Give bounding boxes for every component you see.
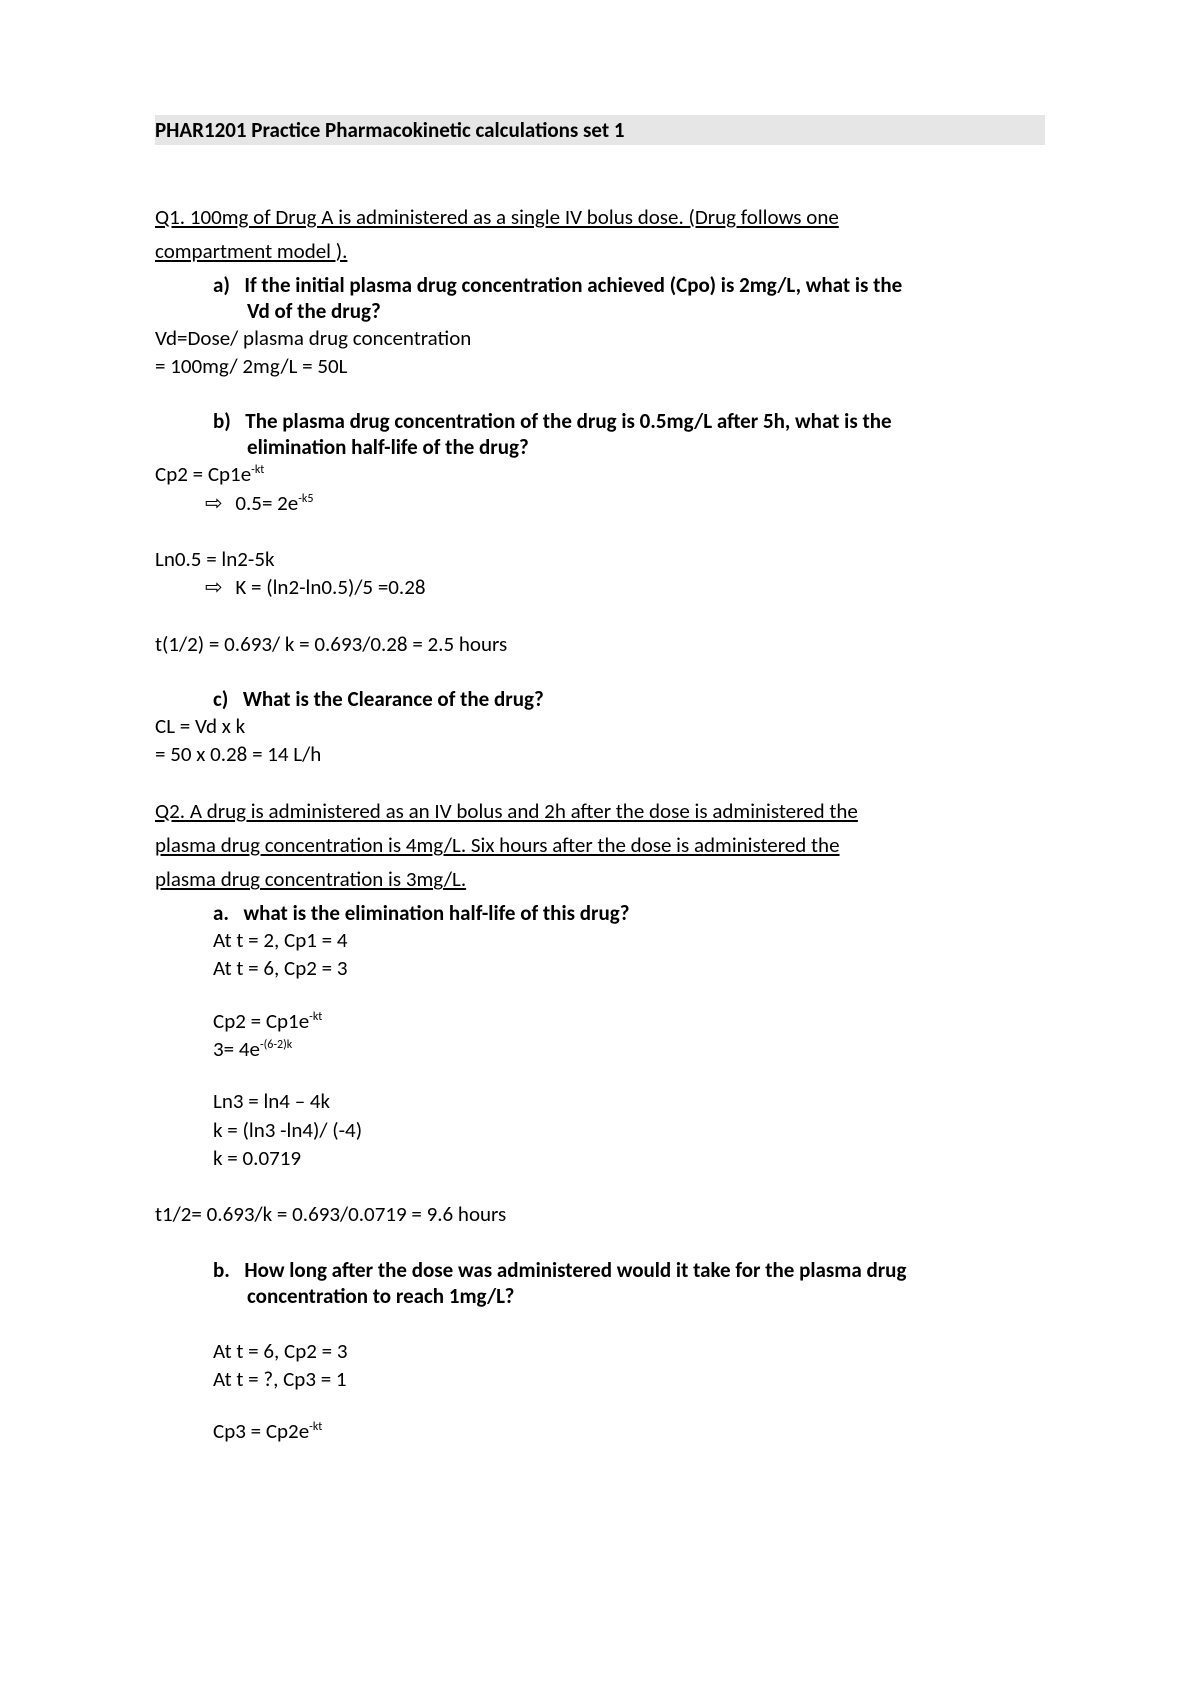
q2b-label: b. [213,1257,230,1283]
q2a-eq2: 3= 4e-(6-2)k [155,1035,1045,1063]
q2b-eq1-sup: -kt [309,1420,322,1434]
q1c-label: c) [213,686,228,712]
q2a-label: a. [213,900,229,926]
q2a-eq2-pre: 3= 4e [213,1036,260,1062]
q1c-sol1: CL = Vd x k [155,712,1045,740]
q1a-sol2: = 100mg/ 2mg/L = 50L [155,352,1045,380]
q1c-sol2: = 50 x 0.28 = 14 L/h [155,740,1045,768]
q1b-label: b) [213,408,231,434]
arrow-icon: ⇨ [205,574,231,600]
q1b-eq2-sup: -k5 [298,492,313,506]
q1b: b) The plasma drug concentration of the … [155,408,1045,460]
q2b-eq1: Cp3 = Cp2e-kt [155,1417,1045,1445]
q2b: b. How long after the dose was administe… [155,1257,1045,1309]
q2-heading-line2: plasma drug concentration is 4mg/L. Six … [155,831,1045,859]
q1b-eq2-line: ⇨ 0.5= 2e-k5 [155,489,1045,517]
q1a-sol1: Vd=Dose/ plasma drug concentration [155,324,1045,352]
q1b-eq3: Ln0.5 = ln2-5k [155,545,1045,573]
q1-heading-line1: Q1. 100mg of Drug A is administered as a… [155,203,1045,231]
q1a-text1: If the initial plasma drug concentration… [244,272,902,298]
q2b-l2: At t = ?, Cp3 = 1 [155,1365,1045,1393]
q1b-eq1-sup: -kt [251,463,264,477]
q2-heading-line1: Q2. A drug is administered as an IV bolu… [155,797,1045,825]
q2a-l3: Ln3 = ln4 – 4k [155,1087,1045,1115]
q2b-text2: concentration to reach 1mg/L? [247,1283,514,1309]
q2a-eq2-sup: -(6-2)k [260,1038,292,1052]
document-page: PHAR1201 Practice Pharmacokinetic calcul… [0,0,1200,1698]
q1b-eq1-pre: Cp2 = Cp1e [155,461,251,487]
arrow-icon: ⇨ [205,490,231,516]
q1c: c) What is the Clearance of the drug? [155,686,1045,712]
q2a-l5: k = 0.0719 [155,1144,1045,1172]
q1-heading-line2: compartment model ). [155,237,1045,265]
q1a: a) If the initial plasma drug concentrat… [155,272,1045,324]
q1a-label: a) [213,272,230,298]
q2-heading-line3: plasma drug concentration is 3mg/L. [155,865,1045,893]
q1b-eq4: K = (ln2-ln0.5)/5 =0.28 [235,574,425,600]
q1b-text1: The plasma drug concentration of the dru… [245,408,891,434]
q2a-l1: At t = 2, Cp1 = 4 [155,926,1045,954]
q1b-eq5: t(1/2) = 0.693/ k = 0.693/0.28 = 2.5 hou… [155,630,1045,658]
q1b-text2: elimination half-life of the drug? [247,434,529,460]
q2a-eq1-sup: -kt [309,1010,322,1024]
q2a: a. what is the elimination half-life of … [155,900,1045,926]
q2a-l4: k = (ln3 -ln4)/ (-4) [155,1116,1045,1144]
q1b-eq4-line: ⇨ K = (ln2-ln0.5)/5 =0.28 [155,573,1045,601]
page-title: PHAR1201 Practice Pharmacokinetic calcul… [155,115,1045,145]
q2b-l1: At t = 6, Cp2 = 3 [155,1337,1045,1365]
q1c-text: What is the Clearance of the drug? [243,686,544,712]
q1a-text2: Vd of the drug? [247,298,381,324]
q2b-text1: How long after the dose was administered… [244,1257,906,1283]
q1b-eq1: Cp2 = Cp1e-kt [155,460,1045,488]
q2b-eq1-pre: Cp3 = Cp2e [213,1418,309,1444]
q2a-text: what is the elimination half-life of thi… [243,900,629,926]
q2a-eq1: Cp2 = Cp1e-kt [155,1007,1045,1035]
q1b-eq2-pre: 0.5= 2e [235,490,298,516]
q2a-l2: At t = 6, Cp2 = 3 [155,954,1045,982]
q2a-eq1-pre: Cp2 = Cp1e [213,1008,309,1034]
q2a-result: t1/2= 0.693/k = 0.693/0.0719 = 9.6 hours [155,1200,1045,1228]
